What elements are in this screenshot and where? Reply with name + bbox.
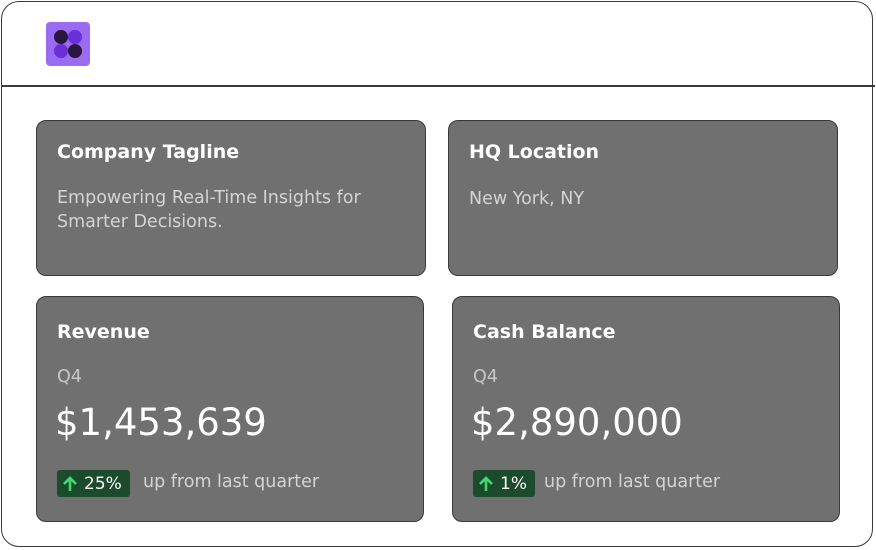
logo-shape (68, 44, 82, 58)
period: Q4 (473, 367, 498, 387)
logo-shape (68, 30, 82, 44)
up-arrow (479, 475, 493, 491)
up-arrow (63, 475, 77, 491)
revenue-card: Revenue Q4 $1,453,639 25% up from last q… (36, 296, 424, 522)
card-title: HQ Location (469, 141, 600, 163)
change-note: up from last quarter (544, 472, 721, 492)
card-title: Company Tagline (57, 141, 240, 163)
logo-bg (46, 22, 90, 66)
change-note: up from last quarter (143, 472, 320, 492)
card-title: Revenue (57, 321, 150, 343)
tagline-card: Company Tagline Empowering Real-Time Ins… (36, 120, 426, 276)
card-text: Empowering Real-Time Insights for Smarte… (57, 188, 361, 232)
card-title: Cash Balance (473, 321, 616, 343)
change-badge: 1% (473, 470, 535, 497)
logo-shape (54, 30, 68, 44)
logo (46, 22, 90, 66)
period: Q4 (57, 367, 82, 387)
change-value: 1% (500, 473, 527, 494)
change-value: 25% (84, 473, 122, 494)
logo-shape (54, 44, 68, 58)
card-text: New York, NY (469, 189, 585, 209)
header-divider (1, 85, 875, 87)
location-card: HQ Location New York, NY (448, 120, 838, 276)
metric-value: $2,890,000 (471, 401, 683, 444)
change-badge: 25% (57, 470, 130, 497)
metric-value: $1,453,639 (55, 401, 267, 444)
cash-card: Cash Balance Q4 $2,890,000 1% up from la… (452, 296, 840, 522)
